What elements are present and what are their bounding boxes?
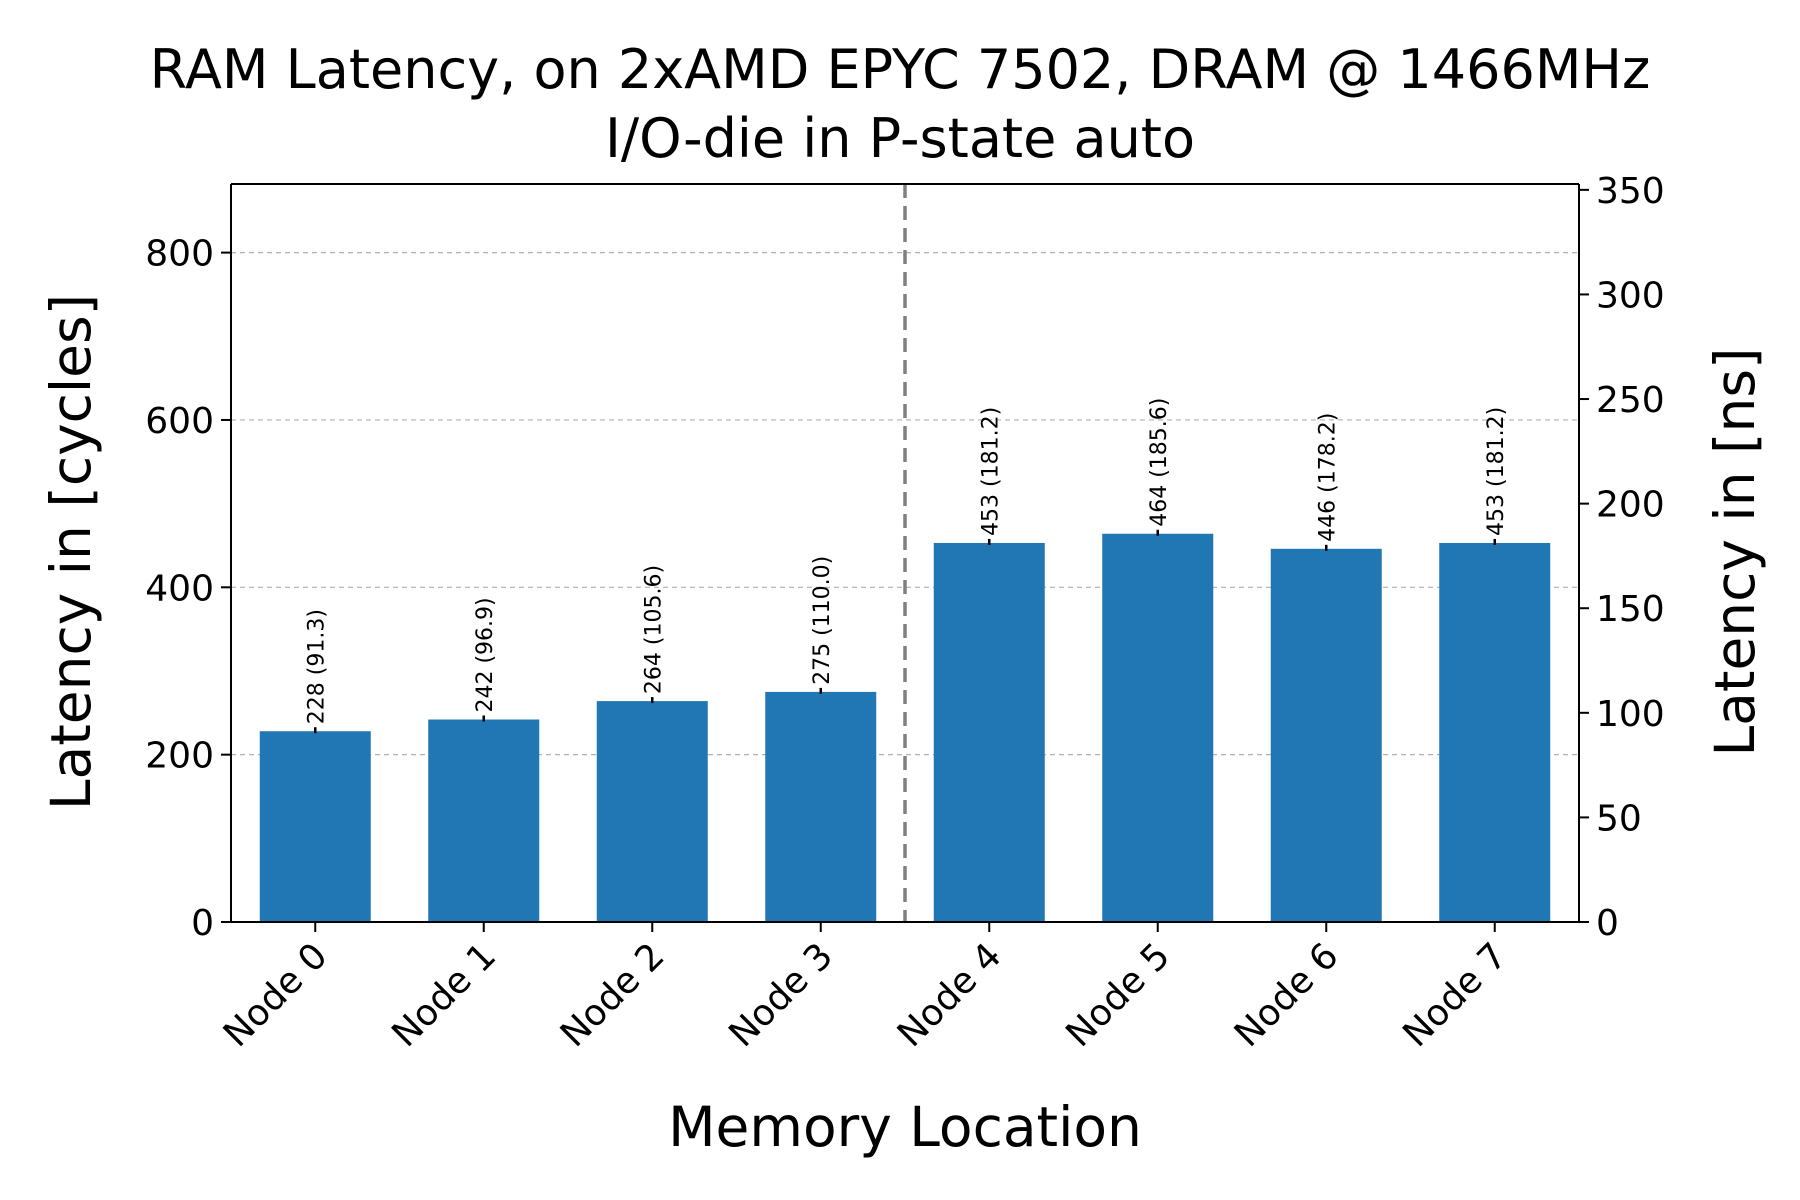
y-tick-label: 200 [145, 736, 214, 777]
y-right-tick-label: 150 [1596, 589, 1665, 630]
y-tick-label: 600 [145, 401, 214, 442]
axes [221, 183, 1589, 932]
y-axis-label-right: Latency in [ns] [1703, 348, 1767, 757]
bar-value-label: 453 (181.2) [1484, 407, 1509, 536]
bar [259, 731, 371, 922]
bar [428, 719, 540, 922]
y-right-tick-label: 50 [1596, 798, 1642, 839]
x-tick-label: Node 3 [721, 935, 841, 1055]
bar [1102, 533, 1214, 922]
y-tick-label: 800 [145, 234, 214, 275]
bars [259, 529, 1551, 922]
x-tick-label: Node 0 [216, 935, 336, 1055]
bar-value-label: 453 (181.2) [978, 407, 1003, 536]
bar [596, 701, 708, 922]
x-tick-label: Node 5 [1058, 935, 1178, 1055]
y-right-tick-label: 0 [1596, 903, 1619, 944]
bar [1270, 548, 1382, 922]
bar-value-label: 242 (96.9) [473, 597, 498, 712]
x-tick-label: Node 1 [384, 935, 504, 1055]
y-axis-label-left: Latency in [cycles] [39, 294, 103, 810]
y-right-tick-label: 200 [1596, 485, 1665, 526]
bar-value-label: 228 (91.3) [304, 609, 329, 724]
x-tick-label: Node 4 [890, 935, 1010, 1055]
x-tick-label: Node 2 [553, 935, 673, 1055]
bar [1439, 542, 1551, 922]
x-tick-label: Node 7 [1395, 935, 1515, 1055]
y-right-tick-label: 250 [1596, 380, 1665, 421]
bar-value-label: 264 (105.6) [641, 565, 666, 694]
y-tick-label: 0 [191, 903, 214, 944]
bar [765, 691, 877, 922]
y-tick-label: 400 [145, 568, 214, 609]
x-axis-label: Memory Location [668, 1095, 1142, 1159]
bar-value-label: 464 (185.6) [1147, 398, 1172, 527]
bar [933, 542, 1045, 922]
y-right-tick-label: 100 [1596, 694, 1665, 735]
x-tick-label: Node 6 [1227, 935, 1347, 1055]
y-right-tick-label: 300 [1596, 275, 1665, 316]
bar-value-labels: 228 (91.3) 242 (96.9) 264 (105.6) 275 (110.… [304, 398, 1509, 725]
y-right-tick-label: 350 [1596, 171, 1665, 212]
chart-subtitle: I/O-die in P-state auto [605, 107, 1195, 170]
bar-value-label: 275 (110.0) [810, 556, 835, 685]
chart-title: RAM Latency, on 2xAMD EPYC 7502, DRAM @ … [150, 38, 1651, 101]
bar-value-label: 446 (178.2) [1315, 413, 1340, 542]
